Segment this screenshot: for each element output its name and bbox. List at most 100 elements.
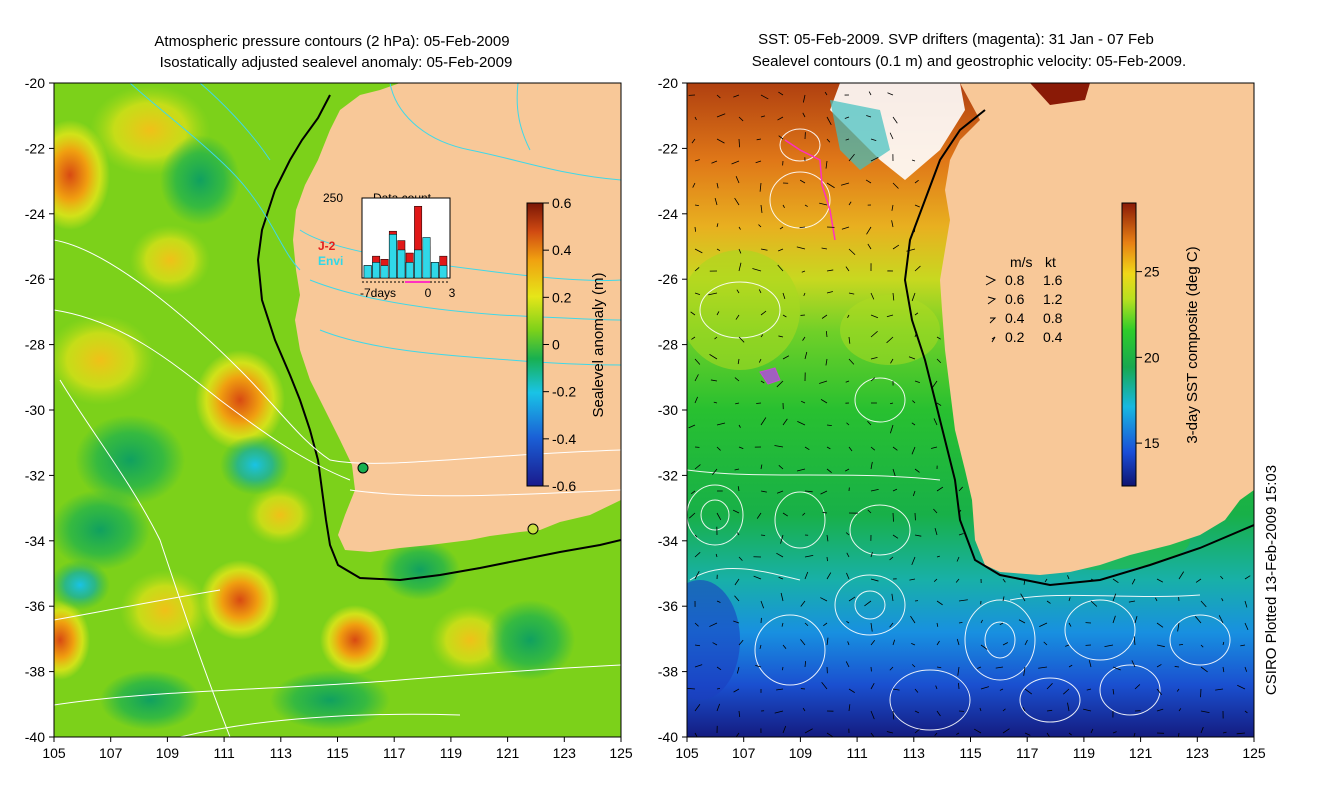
velocity-arrow xyxy=(870,446,876,451)
velocity-arrow xyxy=(914,534,922,537)
velocity-arrow xyxy=(845,266,850,272)
velocity-arrow xyxy=(846,422,850,426)
velocity-key-header-kt: kt xyxy=(1045,254,1056,270)
y-tick-label: -24 xyxy=(658,206,678,222)
velocity-arrow xyxy=(735,732,740,737)
velocity-arrow xyxy=(782,644,787,649)
velocity-arrow xyxy=(845,138,850,141)
velocity-arrow xyxy=(804,204,808,207)
velocity-arrow xyxy=(1218,615,1224,624)
velocity-arrow xyxy=(716,94,721,99)
velocity-arrow xyxy=(760,600,765,609)
velocity-arrow xyxy=(820,399,828,404)
velocity-arrow xyxy=(870,292,875,300)
velocity-arrow xyxy=(797,421,806,426)
colorbar-tick-label: 25 xyxy=(1144,264,1160,280)
velocity-arrow xyxy=(820,490,828,495)
velocity-arrow xyxy=(694,464,701,470)
velocity-arrow xyxy=(733,94,740,98)
inset-bar-envi xyxy=(380,265,389,279)
velocity-arrow xyxy=(1200,644,1204,648)
inset-bar-envi xyxy=(414,249,423,279)
left-axes: 105 107 109 111 113 115 117 119 121 123 125 -20 -22 -… xyxy=(25,75,633,761)
velocity-arrow xyxy=(826,534,829,542)
velocity-arrow xyxy=(692,182,696,188)
velocity-arrow xyxy=(846,621,850,624)
inset-bar-envi xyxy=(405,262,414,279)
inset-bar-envi xyxy=(363,265,372,279)
velocity-arrow xyxy=(735,402,740,405)
right-axes: 105 107 109 111 113 115 117 119 121 123 125 -20 -22 -… xyxy=(658,75,1266,761)
sla-blob xyxy=(220,435,290,495)
velocity-arrow xyxy=(734,197,740,206)
velocity-arrow xyxy=(1022,707,1026,712)
velocity-arrow xyxy=(738,248,742,254)
velocity-arrow xyxy=(760,310,767,316)
velocity-arrow xyxy=(804,661,807,668)
velocity-arrow xyxy=(821,681,828,690)
velocity-arrow xyxy=(1215,688,1224,691)
velocity-arrow xyxy=(1023,578,1026,585)
velocity-arrow xyxy=(1024,688,1033,695)
velocity-arrow xyxy=(738,556,743,561)
velocity-arrow xyxy=(912,490,916,497)
velocity-arrow xyxy=(887,92,894,96)
velocity-arrow xyxy=(756,138,762,141)
velocity-arrow xyxy=(1176,688,1180,692)
velocity-arrow xyxy=(738,138,740,148)
y-tick-label: -20 xyxy=(25,75,45,91)
velocity-key-arrow xyxy=(985,275,997,286)
velocity-arrow xyxy=(845,468,850,472)
velocity-arrow xyxy=(826,116,832,126)
velocity-arrow xyxy=(892,182,899,189)
velocity-arrow xyxy=(782,418,788,426)
velocity-arrow xyxy=(930,446,938,449)
velocity-arrow xyxy=(956,556,960,562)
y-tick-label: -32 xyxy=(658,467,678,483)
velocity-arrow xyxy=(914,728,920,734)
y-tick-label: -40 xyxy=(658,729,678,745)
velocity-arrow xyxy=(735,314,740,320)
x-tick-label: 109 xyxy=(789,745,813,761)
sla-blob xyxy=(54,490,150,570)
sla-blob xyxy=(120,570,210,650)
velocity-key-ms: 0.2 xyxy=(1005,329,1025,345)
velocity-arrow xyxy=(892,639,896,646)
x-tick-label: 121 xyxy=(496,745,520,761)
velocity-arrow xyxy=(1020,593,1026,602)
velocity-arrow xyxy=(1112,615,1116,624)
velocity-arrow xyxy=(712,468,718,476)
velocity-arrow xyxy=(694,267,700,272)
velocity-arrow xyxy=(1068,622,1072,627)
velocity-arrow xyxy=(1024,732,1031,736)
velocity-arrow xyxy=(892,534,899,539)
velocity-arrow xyxy=(800,639,806,646)
velocity-arrow xyxy=(714,336,718,340)
colorbar-tick-label: 20 xyxy=(1144,349,1160,365)
velocity-arrow xyxy=(1133,732,1136,737)
svp-drifter-track xyxy=(784,139,836,241)
velocity-arrow xyxy=(848,446,853,452)
velocity-arrow xyxy=(752,268,762,272)
sla-blob xyxy=(485,600,575,680)
velocity-arrow xyxy=(848,704,851,712)
velocity-arrow xyxy=(1194,616,1202,624)
velocity-arrow xyxy=(776,552,784,558)
velocity-arrow xyxy=(716,422,726,426)
velocity-arrow xyxy=(760,380,765,384)
velocity-arrow xyxy=(826,468,832,474)
inset-bars xyxy=(363,205,448,279)
velocity-arrow xyxy=(1044,578,1048,583)
velocity-arrow xyxy=(1090,578,1095,582)
velocity-arrow xyxy=(738,424,741,428)
inset-legend-j2: J-2 xyxy=(318,239,336,253)
velocity-arrow xyxy=(716,223,719,228)
right-title-line1: SST: 05-Feb-2009. SVP drifters (magenta)… xyxy=(758,31,1154,48)
velocity-arrow xyxy=(870,488,879,492)
velocity-arrow xyxy=(821,314,828,319)
velocity-arrow xyxy=(736,666,740,674)
sst-feature xyxy=(687,250,800,370)
velocity-arrow xyxy=(891,204,894,211)
velocity-arrow xyxy=(826,732,834,737)
